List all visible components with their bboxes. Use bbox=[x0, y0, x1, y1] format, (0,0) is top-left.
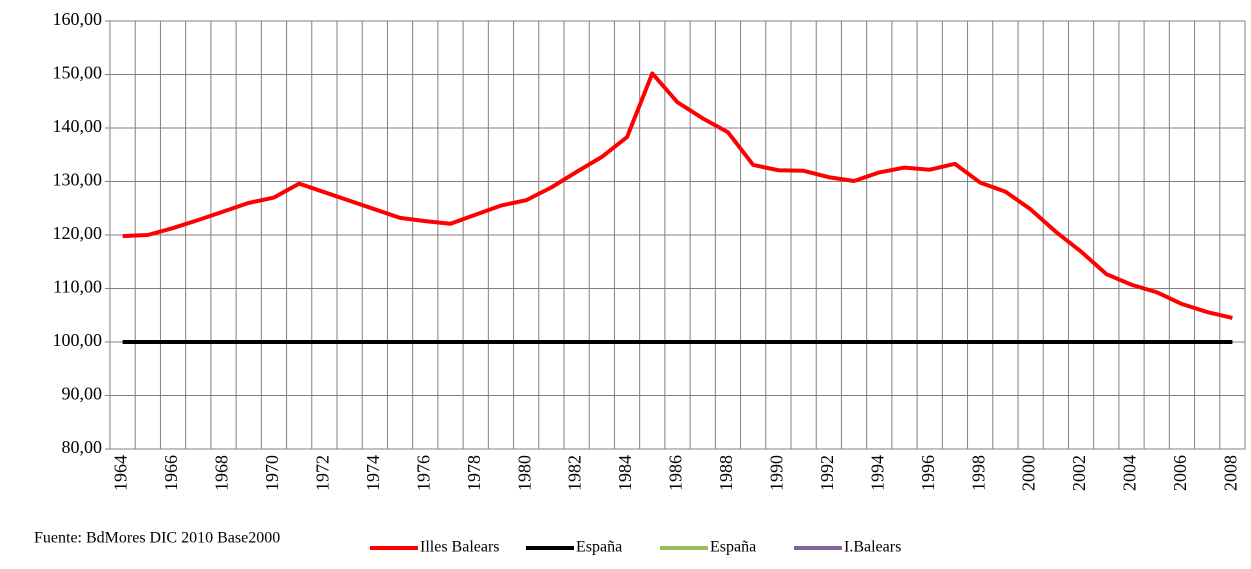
y-tick-label: 160,00 bbox=[53, 9, 103, 29]
y-tick-label: 110,00 bbox=[53, 277, 102, 297]
x-tick-label: 2004 bbox=[1120, 455, 1140, 491]
legend-label: España bbox=[576, 539, 622, 556]
legend-label: España bbox=[710, 539, 756, 556]
legend-label: Illes Balears bbox=[420, 539, 500, 556]
x-tick-label: 2006 bbox=[1170, 455, 1190, 491]
y-tick-label: 130,00 bbox=[53, 170, 103, 190]
x-tick-label: 1992 bbox=[817, 455, 837, 491]
y-tick-label: 120,00 bbox=[53, 223, 103, 243]
series-line bbox=[122, 71, 1233, 320]
x-tick-label: 1966 bbox=[161, 455, 181, 491]
x-tick-label: 1998 bbox=[968, 455, 988, 491]
x-tick-label: 1970 bbox=[262, 455, 282, 491]
x-tick-label: 1968 bbox=[212, 455, 232, 491]
y-tick-label: 100,00 bbox=[53, 330, 103, 350]
plot-border bbox=[109, 20, 1246, 450]
x-tick-label: 1978 bbox=[464, 455, 484, 491]
x-tick-label: 2008 bbox=[1221, 455, 1241, 491]
x-tick-label: 1984 bbox=[615, 455, 635, 491]
x-tick-label: 1994 bbox=[867, 455, 887, 491]
x-tick-label: 1976 bbox=[413, 455, 433, 491]
legend-label: I.Balears bbox=[844, 539, 901, 556]
x-tick-label: 1974 bbox=[363, 455, 383, 491]
y-tick-label: 140,00 bbox=[53, 116, 103, 136]
x-tick-label: 1964 bbox=[111, 455, 131, 491]
y-tick-label: 80,00 bbox=[62, 437, 103, 457]
source-note: Fuente: BdMores DIC 2010 Base2000 bbox=[34, 530, 280, 547]
x-tick-label: 1990 bbox=[767, 455, 787, 491]
x-tick-label: 1972 bbox=[313, 455, 333, 491]
y-tick-label: 150,00 bbox=[53, 63, 103, 83]
x-tick-label: 1982 bbox=[565, 455, 585, 491]
x-tick-label: 1980 bbox=[514, 455, 534, 491]
x-tick-label: 2000 bbox=[1019, 455, 1039, 491]
x-tick-label: 1996 bbox=[918, 455, 938, 491]
x-tick-label: 1988 bbox=[716, 455, 736, 491]
x-tick-label: 2002 bbox=[1069, 455, 1089, 491]
x-tick-label: 1986 bbox=[666, 455, 686, 491]
y-tick-label: 90,00 bbox=[62, 384, 103, 404]
